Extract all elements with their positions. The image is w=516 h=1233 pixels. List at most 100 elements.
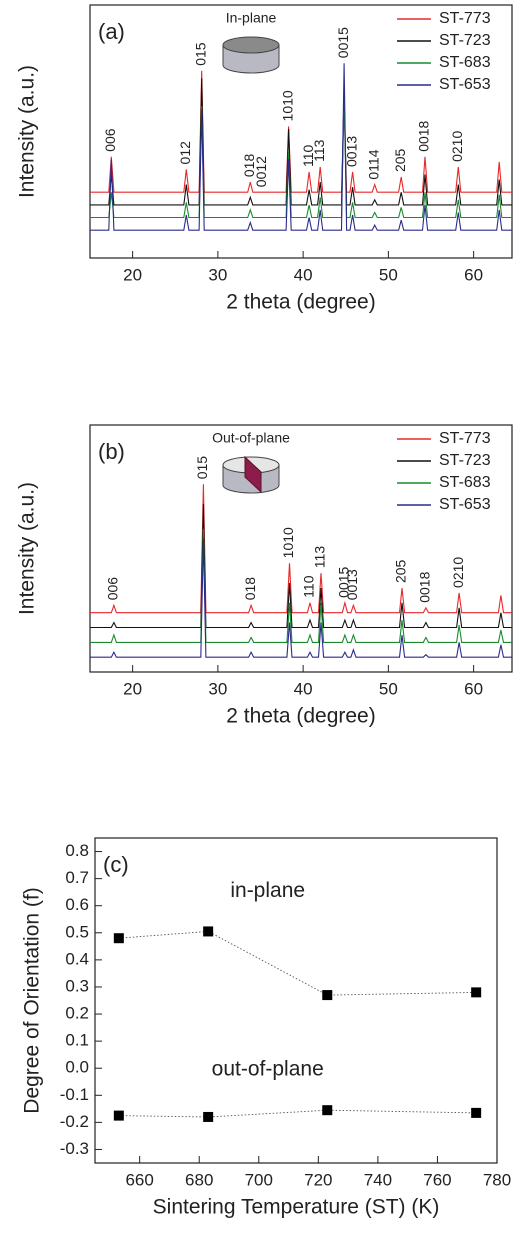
y-tick-label: 0.6 xyxy=(65,895,89,914)
data-point xyxy=(322,1105,333,1116)
x-tick-label: 700 xyxy=(245,1170,273,1189)
peak-label: 015 xyxy=(194,456,210,480)
peak-label: 012 xyxy=(177,141,193,165)
peak-label: 110 xyxy=(300,144,316,167)
xrd-pattern xyxy=(90,503,512,629)
peak-label: 0015 xyxy=(336,566,352,597)
y-tick-label: 0.0 xyxy=(65,1058,89,1077)
plot-frame xyxy=(89,424,513,673)
legend-label: ST-683 xyxy=(439,474,491,491)
y-tick-label: 0.5 xyxy=(65,922,89,941)
x-tick-label: 40 xyxy=(294,265,313,284)
x-axis-title: Sintering Temperature (ST) (K) xyxy=(153,1196,440,1219)
legend-label: ST-723 xyxy=(439,32,491,49)
peak-label: 018 xyxy=(242,577,258,601)
data-point xyxy=(203,1111,214,1122)
peak-label: 0018 xyxy=(416,120,432,151)
y-axis-title: Degree of Orientation (f) xyxy=(21,887,44,1113)
data-point xyxy=(471,1107,482,1118)
inset-label: Out-of-plane xyxy=(212,430,290,446)
y-tick-label: 0.1 xyxy=(65,1031,89,1050)
plot-frame xyxy=(94,837,498,1164)
legend-label: ST-773 xyxy=(439,430,491,447)
inset-cut-plane xyxy=(244,455,262,494)
x-tick-label: 60 xyxy=(464,265,483,284)
data-point xyxy=(322,990,333,1001)
data-point xyxy=(471,987,482,998)
y-tick-label: 0.7 xyxy=(65,868,89,887)
xrd-pattern xyxy=(90,484,512,614)
x-tick-label: 780 xyxy=(483,1170,511,1189)
x-tick-label: 50 xyxy=(379,265,398,284)
y-axis-title: Intensity (a.u.) xyxy=(16,482,39,615)
panel-label: (c) xyxy=(103,852,129,877)
series-label: in-plane xyxy=(230,879,305,902)
y-axis-title: Intensity (a.u.) xyxy=(16,65,39,198)
x-tick-label: 30 xyxy=(208,679,227,698)
x-tick-label: 20 xyxy=(123,679,142,698)
peak-label: 113 xyxy=(312,546,328,569)
peak-label: 0018 xyxy=(417,571,433,602)
inset-label: In-plane xyxy=(226,10,277,26)
peak-label: 0012 xyxy=(253,156,269,187)
inset-cylinder-top xyxy=(222,36,280,54)
x-tick-label: 40 xyxy=(294,679,313,698)
peak-label: 0114 xyxy=(365,149,381,179)
peak-label: 0210 xyxy=(449,131,465,162)
series-label: out-of-plane xyxy=(212,1058,324,1081)
legend-label: ST-773 xyxy=(439,10,491,27)
legend-label: ST-653 xyxy=(439,76,491,93)
data-point xyxy=(203,926,214,937)
y-tick-label: 0.3 xyxy=(65,976,89,995)
peak-label: 205 xyxy=(392,148,408,172)
peak-label: 1010 xyxy=(279,90,295,121)
peak-label: 0013 xyxy=(343,136,359,167)
x-tick-label: 50 xyxy=(379,679,398,698)
x-tick-label: 720 xyxy=(304,1170,332,1189)
x-tick-label: 60 xyxy=(464,679,483,698)
legend-label: ST-683 xyxy=(439,54,491,71)
x-axis-title: 2 theta (degree) xyxy=(226,705,375,728)
x-tick-label: 30 xyxy=(208,265,227,284)
peak-label: 205 xyxy=(393,559,409,583)
legend-label: ST-653 xyxy=(439,496,491,513)
panel-label: (a) xyxy=(98,19,125,44)
peak-label: 0013 xyxy=(344,569,360,600)
y-tick-label: 0.4 xyxy=(65,949,89,968)
peak-label: 006 xyxy=(102,128,118,152)
x-axis-title: 2 theta (degree) xyxy=(226,291,375,314)
peak-label: 113 xyxy=(311,139,327,162)
peak-label: 1010 xyxy=(280,527,296,558)
x-tick-label: 660 xyxy=(125,1170,153,1189)
connector xyxy=(118,1109,477,1118)
panel-label: (b) xyxy=(98,439,125,464)
chart-panel: 660 680 700 720 740 760 780 Sintering Temperatu… xyxy=(21,837,511,1219)
xrd-pattern xyxy=(90,538,512,658)
peak-label: 110 xyxy=(301,575,317,598)
y-tick-label: -0.1 xyxy=(60,1085,89,1104)
y-tick-label: 0.8 xyxy=(65,841,89,860)
peak-label: 018 xyxy=(241,154,257,178)
x-tick-label: 680 xyxy=(185,1170,213,1189)
x-tick-label: 740 xyxy=(364,1170,392,1189)
peak-label: 015 xyxy=(192,42,208,66)
xrd-pattern xyxy=(90,63,512,231)
x-tick-label: 760 xyxy=(423,1170,451,1189)
xrd-pattern xyxy=(90,528,512,643)
peak-label: 006 xyxy=(105,577,121,601)
plot-frame xyxy=(89,4,513,259)
chart-panel: 20 30 40 50 60 2 theta (degree) Intensity (a.u… xyxy=(16,4,513,314)
y-tick-label: 0.2 xyxy=(65,1004,89,1023)
data-point xyxy=(113,933,124,944)
chart-panel: 20 30 40 50 60 2 theta (degree) Intensity (a.u… xyxy=(16,424,513,728)
connector xyxy=(118,930,477,996)
peak-label: 0015 xyxy=(335,27,351,58)
peak-label: 0210 xyxy=(450,557,466,588)
y-tick-label: -0.3 xyxy=(60,1139,89,1158)
y-tick-label: -0.2 xyxy=(60,1112,89,1131)
data-point xyxy=(113,1110,124,1121)
legend-label: ST-723 xyxy=(439,452,491,469)
x-tick-label: 20 xyxy=(123,265,142,284)
